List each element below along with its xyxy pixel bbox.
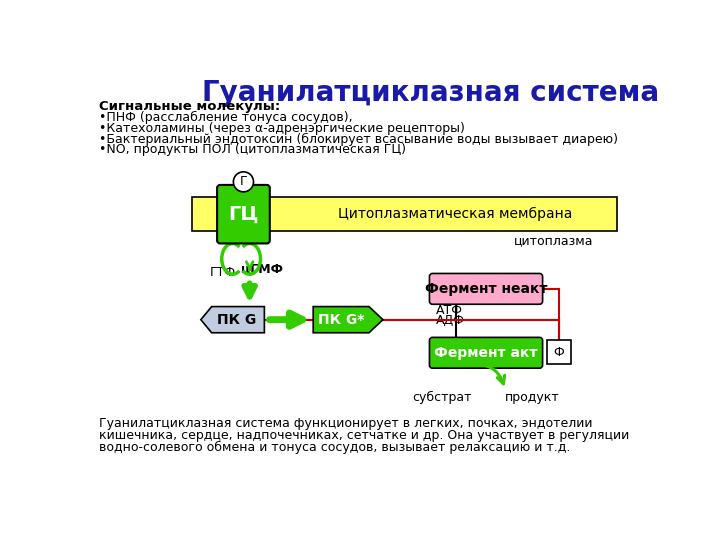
Polygon shape bbox=[201, 307, 264, 333]
Text: водно-солевого обмена и тонуса сосудов, вызывает релаксацию и т.д.: водно-солевого обмена и тонуса сосудов, … bbox=[99, 441, 571, 454]
FancyBboxPatch shape bbox=[547, 340, 570, 363]
Polygon shape bbox=[313, 307, 383, 333]
Text: Г: Г bbox=[240, 176, 247, 188]
FancyBboxPatch shape bbox=[429, 273, 543, 304]
FancyBboxPatch shape bbox=[217, 185, 270, 244]
Text: Ф: Ф bbox=[554, 346, 564, 359]
Text: кишечника, сердце, надпочечниках, сетчатке и др. Она участвует в регуляции: кишечника, сердце, надпочечниках, сетчат… bbox=[99, 429, 629, 442]
FancyBboxPatch shape bbox=[429, 338, 543, 368]
Text: АДФ: АДФ bbox=[436, 314, 464, 327]
Text: субстрат: субстрат bbox=[412, 391, 472, 404]
Text: ГЦ: ГЦ bbox=[228, 205, 258, 224]
Text: цГМФ: цГМФ bbox=[241, 262, 283, 275]
Text: •Катехоламины (через α-адренэргические рецепторы): •Катехоламины (через α-адренэргические р… bbox=[99, 122, 465, 135]
FancyBboxPatch shape bbox=[192, 197, 617, 231]
Text: цитоплазма: цитоплазма bbox=[513, 234, 593, 247]
Text: •Бактериальный эндотоксин (блокирует всасывание воды вызывает диарею): •Бактериальный эндотоксин (блокирует вса… bbox=[99, 132, 618, 146]
FancyArrowPatch shape bbox=[469, 364, 505, 384]
Text: Фермент неакт: Фермент неакт bbox=[425, 282, 547, 296]
Text: ПК G*: ПК G* bbox=[318, 313, 364, 327]
Text: Гуанилатциклазная система функционирует в легких, почках, эндотелии: Гуанилатциклазная система функционирует … bbox=[99, 417, 593, 430]
Circle shape bbox=[233, 172, 253, 192]
Text: ГТФ: ГТФ bbox=[210, 266, 236, 279]
Text: ПК G: ПК G bbox=[217, 313, 256, 327]
Text: Цитоплазматическая мембрана: Цитоплазматическая мембрана bbox=[338, 207, 573, 221]
Text: продукт: продукт bbox=[505, 391, 559, 404]
Text: Сигнальные молекулы:: Сигнальные молекулы: bbox=[99, 100, 281, 113]
Text: Гуанилатциклазная система: Гуанилатциклазная система bbox=[202, 79, 660, 107]
Text: Фермент акт: Фермент акт bbox=[434, 346, 538, 360]
Text: •NO, продукты ПОЛ (цитоплазматическая ГЦ): •NO, продукты ПОЛ (цитоплазматическая ГЦ… bbox=[99, 143, 406, 157]
Text: •ПНФ (расслабление тонуса сосудов),: •ПНФ (расслабление тонуса сосудов), bbox=[99, 111, 353, 124]
Text: АТФ: АТФ bbox=[436, 304, 463, 317]
